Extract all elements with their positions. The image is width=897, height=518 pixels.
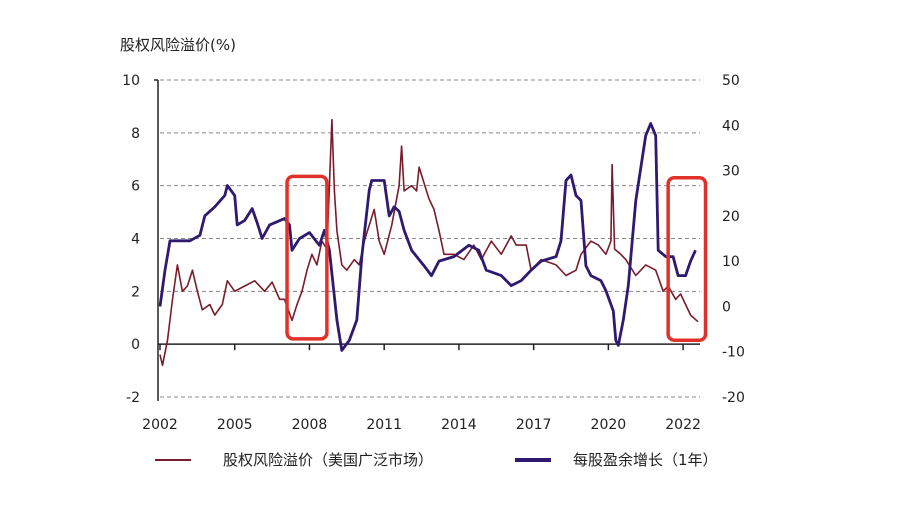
left-tick-label: 10 [122, 73, 140, 89]
right-tick-label: 50 [722, 73, 740, 89]
legend-swatch-eps [515, 457, 551, 462]
left-axis-ticks: 10 8 6 4 2 0 -2 [122, 73, 140, 406]
legend-swatch-erp [155, 458, 191, 461]
right-tick-label: 30 [722, 164, 740, 180]
left-tick-label: 6 [131, 179, 140, 195]
x-tick-label: 2022 [665, 417, 701, 433]
legend-label-erp: 股权风险溢价（美国广泛市场） [223, 451, 434, 469]
right-tick-label: -20 [722, 390, 745, 406]
x-tick-label: 2017 [516, 417, 552, 433]
x-tick-label: 2020 [591, 417, 627, 433]
series-line-eps [158, 122, 697, 352]
x-tick-label: 2002 [142, 417, 178, 433]
left-axis-title: 股权风险溢价(%) [120, 36, 236, 54]
left-tick-label: 2 [131, 284, 140, 300]
axes [154, 79, 700, 401]
left-tick-label: 0 [131, 337, 140, 353]
right-tick-label: 20 [722, 209, 740, 225]
x-tick-label: 2014 [441, 417, 477, 433]
left-tick-label: 8 [131, 126, 140, 142]
x-tick-label: 2008 [292, 417, 328, 433]
highlight-box [285, 174, 329, 341]
legend-label-eps: 每股盈余增长（1年） [573, 451, 718, 469]
legend-item-eps: 每股盈余增长（1年） [515, 449, 718, 470]
right-tick-label: 40 [722, 118, 740, 134]
right-axis-ticks: 50 40 30 20 10 0 -10 -20 [722, 73, 745, 406]
highlight-box [666, 175, 708, 342]
right-tick-label: 0 [722, 299, 731, 315]
right-tick-label: -10 [722, 345, 745, 361]
x-tick-label: 2005 [217, 417, 253, 433]
left-tick-label: 4 [131, 232, 140, 248]
series-line-erp [159, 118, 699, 367]
x-tick-label: 2011 [366, 417, 402, 433]
highlight-boxes [285, 174, 708, 342]
left-tick-label: -2 [126, 390, 140, 406]
legend-item-erp: 股权风险溢价（美国广泛市场） [155, 449, 433, 470]
gridlines [160, 79, 700, 398]
right-tick-label: 10 [722, 254, 740, 270]
x-axis-ticks: 2002 2005 2008 2011 2014 2017 2020 2022 [142, 344, 701, 433]
series-lines [158, 118, 699, 367]
